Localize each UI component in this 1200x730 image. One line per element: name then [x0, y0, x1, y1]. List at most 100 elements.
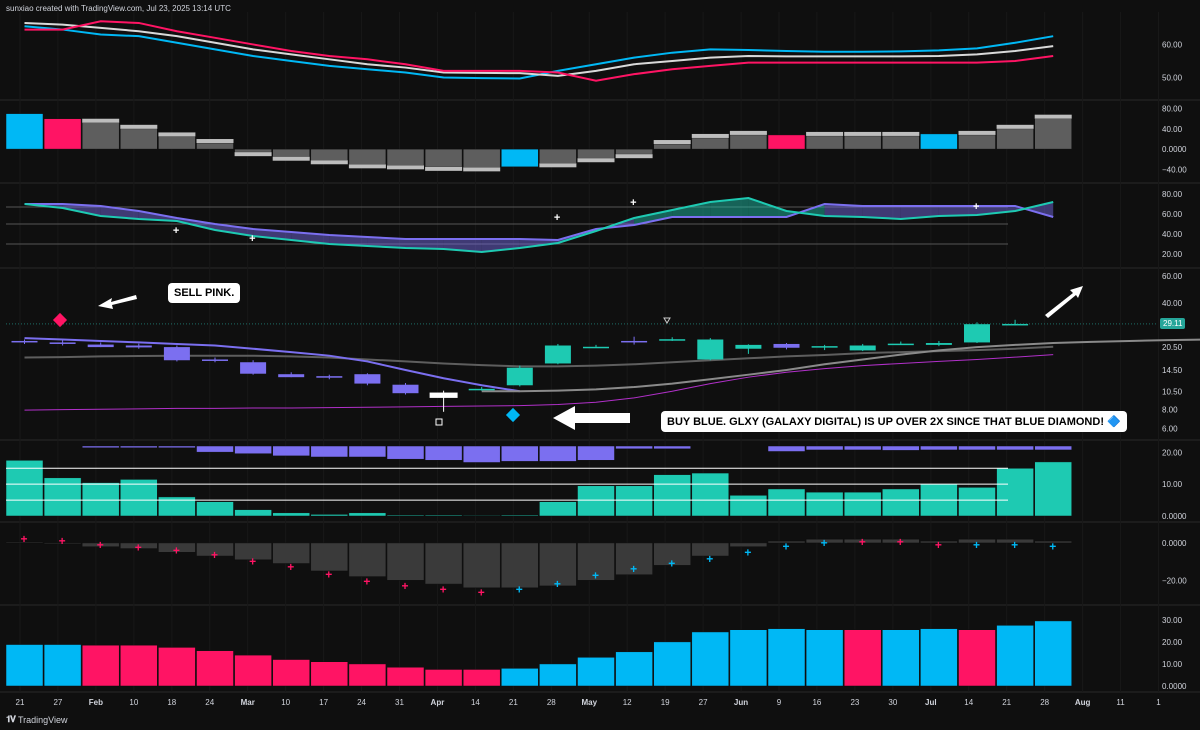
bar-cap	[539, 163, 577, 168]
cross-marker: +	[973, 538, 980, 552]
series-line	[24, 21, 1054, 77]
bar	[920, 540, 958, 544]
bar	[539, 148, 577, 164]
bar	[729, 134, 768, 150]
bar	[234, 509, 272, 517]
bar	[386, 148, 425, 166]
candle-body	[773, 343, 800, 348]
bar	[5, 541, 44, 544]
bar-cap	[806, 131, 844, 136]
x-tick-label: 27	[53, 698, 62, 707]
candle-body	[354, 374, 381, 384]
cross-marker: +	[249, 555, 256, 569]
x-tick-label: 18	[167, 698, 176, 707]
bar	[958, 538, 996, 544]
bar-top	[805, 445, 844, 451]
x-tick-label: 10	[129, 698, 138, 707]
y-tick-label: 40.00	[1162, 299, 1183, 308]
candle-body	[621, 340, 648, 343]
bar	[1034, 540, 1072, 544]
bar-cap	[120, 124, 158, 129]
bar	[310, 148, 349, 161]
bar	[767, 628, 806, 687]
bar	[386, 514, 425, 517]
y-tick-label: 40.00	[1162, 230, 1183, 239]
x-tick-label: Mar	[241, 698, 255, 707]
bar	[577, 148, 615, 159]
ma-line	[24, 345, 1054, 368]
bar-cap	[196, 139, 234, 144]
bar-cap	[82, 118, 120, 123]
cross-marker: +	[173, 225, 179, 237]
bar	[653, 542, 691, 566]
bar	[310, 514, 349, 517]
bar	[691, 472, 730, 517]
x-tick-label: 27	[699, 698, 708, 707]
bar-top	[653, 445, 691, 450]
cross-marker: +	[1011, 538, 1018, 552]
candle-body	[887, 343, 914, 346]
series-line	[24, 20, 1054, 82]
cross-marker: +	[554, 212, 560, 224]
x-tick-label: Jul	[925, 698, 937, 707]
bar	[424, 148, 463, 168]
bar-top	[272, 445, 310, 457]
bar	[882, 629, 920, 687]
ma-line	[481, 338, 1200, 393]
y-tick-label: 60.00	[1162, 40, 1183, 49]
bar	[310, 661, 349, 687]
cloud-fill	[710, 198, 749, 217]
x-tick-label: 19	[661, 698, 670, 707]
candle-body	[163, 347, 190, 361]
candle-body	[544, 345, 571, 364]
cross-marker: +	[516, 583, 523, 597]
cloud-fill	[672, 202, 711, 217]
y-tick-label: −40.00	[1162, 165, 1187, 174]
x-tick-label: 12	[623, 698, 632, 707]
x-tick-label: May	[581, 698, 597, 707]
x-tick-label: 14	[471, 698, 480, 707]
x-tick-label: 30	[888, 698, 897, 707]
lock-icon	[435, 418, 443, 426]
cross-marker: +	[97, 538, 104, 552]
bar-top	[767, 445, 806, 452]
x-tick-label: 24	[205, 698, 214, 707]
candle-body	[392, 384, 419, 394]
cloud-fill	[367, 237, 406, 248]
bar	[81, 644, 120, 687]
cross-marker: +	[173, 543, 180, 557]
bar	[158, 496, 196, 517]
x-tick-label: 1	[1156, 698, 1161, 707]
last-price-badge: 29.11	[1160, 317, 1186, 329]
bar	[234, 148, 272, 153]
bar-cap	[844, 131, 882, 136]
candle-body	[202, 359, 228, 361]
bar	[1034, 461, 1072, 517]
y-tick-label: 10.50	[1162, 387, 1183, 396]
bar	[843, 629, 882, 687]
x-tick-label: 24	[357, 698, 366, 707]
y-tick-label: 0.0000	[1162, 512, 1187, 521]
ma-line	[24, 337, 520, 393]
tradingview-footer[interactable]: 𝟏𝐕 TradingView	[6, 714, 68, 725]
cross-marker: +	[592, 569, 599, 583]
bar-top	[882, 445, 920, 451]
y-tick-label: 20.00	[1162, 250, 1183, 259]
sell-annotation: SELL PINK.	[168, 283, 241, 303]
cloud-fill	[405, 239, 444, 249]
bar	[501, 542, 539, 589]
x-tick-label: 21	[1002, 698, 1011, 707]
bar	[272, 512, 310, 517]
x-tick-label: 14	[964, 698, 973, 707]
bar-top	[501, 445, 539, 462]
y-tick-label: 10.00	[1162, 660, 1183, 669]
y-tick-label: 80.00	[1162, 190, 1183, 199]
bar	[462, 669, 501, 687]
bar	[196, 650, 234, 687]
bar	[120, 479, 158, 517]
bar-top	[348, 445, 387, 458]
x-tick-label: Jun	[734, 698, 748, 707]
bar-top	[234, 445, 272, 454]
y-tick-label: −20.00	[1162, 576, 1187, 585]
bar	[348, 148, 387, 165]
